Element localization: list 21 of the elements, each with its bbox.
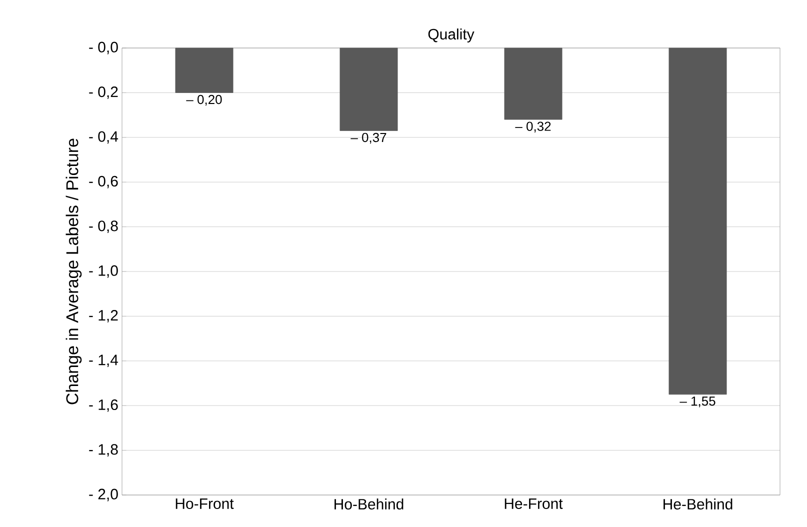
x-tick-label: Ho-Behind (334, 498, 404, 510)
y-tick-label: - 1,8 (89, 444, 118, 456)
y-tick-label: - 0,0 (89, 42, 118, 54)
data-label: – 0,32 (515, 122, 551, 132)
y-tick-label: - 0,8 (89, 220, 118, 233)
x-tick-label: Ho-Front (176, 498, 234, 509)
data-label: – 0,20 (186, 94, 222, 106)
y-axis-title: Change in Average Labels / Picture (66, 138, 82, 404)
y-tick-label: - 1,2 (89, 310, 118, 322)
y-tick-label: - 1,6 (89, 399, 118, 412)
y-tick-label: - 1,4 (89, 354, 118, 368)
x-tick-label: He-Front (504, 498, 563, 509)
data-label: – 1,55 (680, 396, 716, 408)
x-tick-label: He-Behind (664, 498, 732, 510)
y-tick-label: - 1,0 (89, 265, 118, 278)
y-tick-label: - 0,2 (89, 86, 118, 99)
data-label: – 0,37 (350, 132, 386, 144)
y-tick-label: - 2,0 (89, 488, 118, 502)
y-tick-label: - 0,6 (89, 176, 118, 188)
chart-title: Quality (428, 28, 474, 42)
y-tick-label: - 0,4 (89, 131, 118, 144)
